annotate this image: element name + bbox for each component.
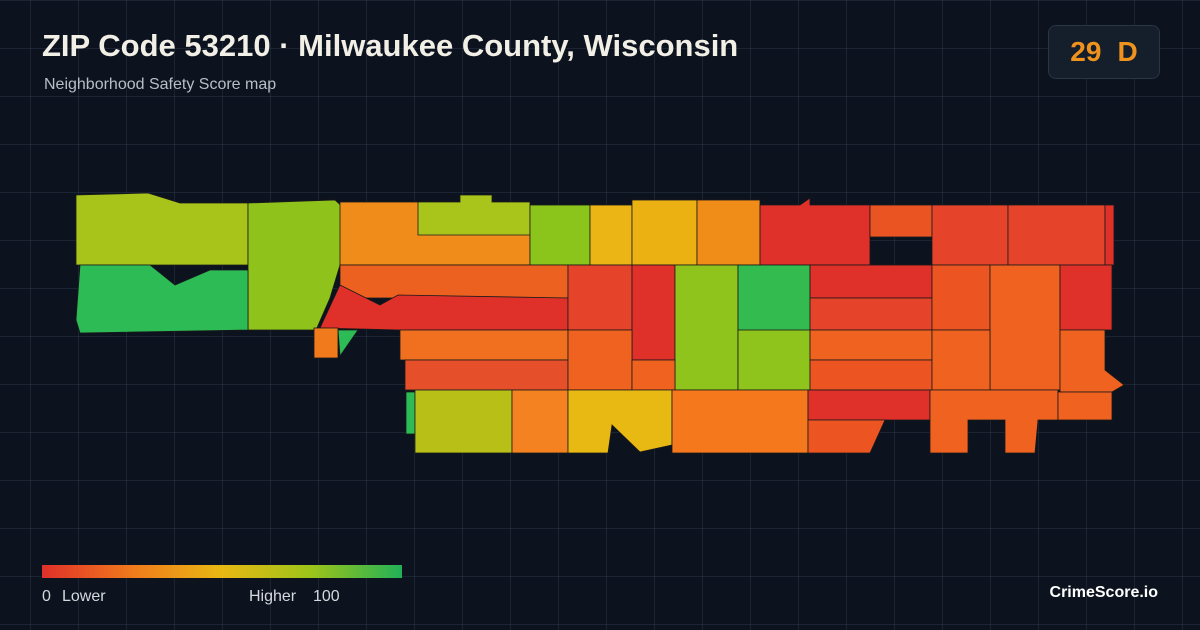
block <box>313 327 339 359</box>
block <box>567 389 673 454</box>
brand: CrimeScore.io <box>1049 584 1158 601</box>
block <box>807 419 886 454</box>
block <box>931 329 991 391</box>
block <box>404 359 569 391</box>
block <box>529 204 591 266</box>
block <box>807 389 931 421</box>
block <box>417 194 531 236</box>
block <box>414 389 513 454</box>
block <box>75 264 249 334</box>
block <box>75 192 249 266</box>
block <box>1059 329 1125 393</box>
subtitle: Neighborhood Safety Score map <box>44 76 277 93</box>
block <box>567 264 633 331</box>
block <box>809 264 933 299</box>
block <box>809 359 933 391</box>
legend-min-label: Lower <box>62 588 106 605</box>
score-badge: 29 D <box>1048 25 1160 79</box>
block <box>589 204 633 266</box>
block <box>809 297 933 331</box>
block <box>931 204 1009 266</box>
block <box>869 204 933 238</box>
block <box>759 197 871 266</box>
block <box>511 389 569 454</box>
block <box>567 329 633 391</box>
block <box>339 264 569 299</box>
score-grade: D <box>1117 36 1138 67</box>
block <box>696 199 761 266</box>
block <box>405 391 416 435</box>
title: ZIP Code 53210 · Milwaukee County, Wisco… <box>42 28 739 63</box>
legend-max: 100 <box>313 588 340 605</box>
block <box>247 199 349 331</box>
block <box>931 264 991 331</box>
map-blocks <box>75 192 1125 454</box>
block <box>671 389 809 454</box>
block <box>1104 204 1115 266</box>
legend-max-label: Higher <box>249 588 297 605</box>
block <box>989 264 1061 391</box>
block <box>1007 204 1106 266</box>
legend-min: 0 <box>42 588 51 605</box>
block <box>631 264 676 361</box>
block <box>631 199 698 266</box>
block <box>929 389 1059 454</box>
block <box>631 359 676 391</box>
block <box>399 329 569 361</box>
legend-gradient <box>42 565 402 578</box>
block <box>674 264 739 391</box>
block <box>337 329 359 358</box>
block <box>1059 264 1113 331</box>
score-value: 29 <box>1070 36 1102 67</box>
block <box>809 329 933 361</box>
block <box>1057 391 1113 421</box>
block <box>737 329 811 391</box>
